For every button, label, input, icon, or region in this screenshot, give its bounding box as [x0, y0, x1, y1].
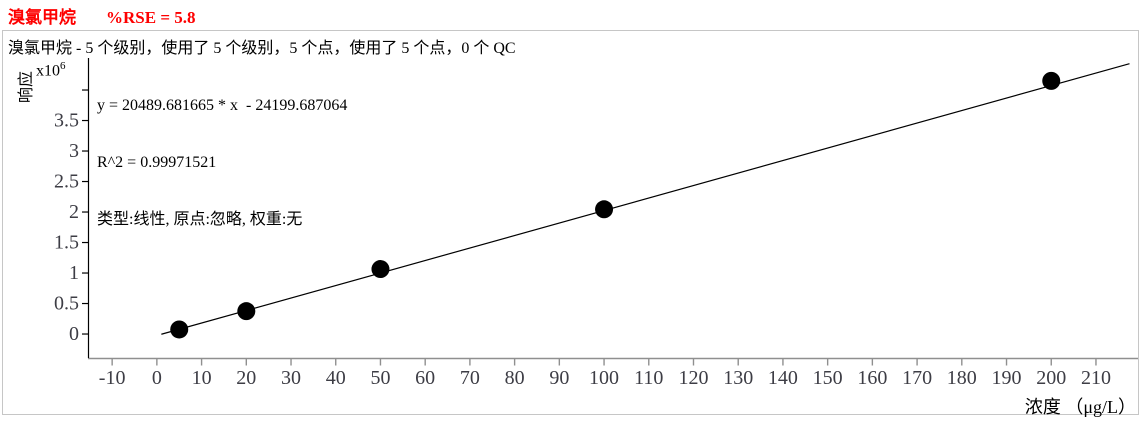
y-tick-label: 1	[69, 262, 79, 284]
x-tick-label: 30	[281, 367, 301, 389]
chart-frame	[2, 30, 1139, 415]
data-point[interactable]	[170, 320, 189, 339]
x-tick-label: 120	[678, 367, 708, 389]
fit-r-squared: R^2 = 0.99971521	[97, 154, 217, 171]
x-tick-label: 110	[634, 367, 663, 389]
x-tick-label: 200	[1036, 367, 1066, 389]
x-tick-label: 10	[192, 367, 212, 389]
x-tick-label: 210	[1081, 367, 1111, 389]
fit-equation-block: y = 20489.681665 * x - 24199.687064 R^2 …	[97, 58, 347, 267]
x-tick-label: 20	[236, 367, 256, 389]
x-tick-label: 190	[992, 367, 1022, 389]
data-point[interactable]	[1042, 71, 1061, 90]
y-tick-label: 3	[69, 140, 79, 162]
x-tick-label: 40	[326, 367, 346, 389]
x-tick-label: 150	[813, 367, 843, 389]
data-point[interactable]	[237, 302, 256, 321]
x-tick-label: 90	[549, 367, 569, 389]
x-tick-label: 130	[723, 367, 753, 389]
x-tick-label: 80	[505, 367, 525, 389]
y-tick-label: 2.5	[54, 171, 79, 193]
x-tick-label: 60	[415, 367, 435, 389]
x-tick-label: 70	[460, 367, 480, 389]
regression-line	[161, 63, 1130, 335]
y-tick-label: 0.5	[54, 293, 79, 315]
y-axis-scale-factor: x106	[36, 60, 66, 80]
compound-title: 溴氯甲烷 %RSE = 5.8	[8, 3, 196, 28]
data-point[interactable]	[595, 200, 614, 219]
y-tick-label: 3.5	[54, 110, 79, 132]
x-tick-label: 140	[768, 367, 798, 389]
fit-equation: y = 20489.681665 * x - 24199.687064	[97, 97, 348, 114]
x-tick-label: -10	[99, 367, 126, 389]
y-tick-label: 0	[69, 323, 79, 345]
x-axis-title: 浓度 （μg/L）	[1024, 397, 1136, 417]
x-tick-label: 170	[902, 367, 932, 389]
x-tick-label: 160	[857, 367, 887, 389]
x-tick-label: 180	[947, 367, 977, 389]
x-tick-label: 100	[589, 367, 619, 389]
curve-summary: 溴氯甲烷 - 5 个级别，使用了 5 个级别，5 个点，使用了 5 个点，0 个…	[8, 40, 516, 57]
fit-settings: 类型:线性, 原点:忽略, 权重:无	[97, 211, 303, 228]
analyte-name: 溴氯甲烷	[8, 8, 76, 27]
x-tick-label: 0	[152, 367, 162, 389]
x-tick-label: 50	[370, 367, 390, 389]
rse-value: %RSE = 5.8	[106, 8, 196, 27]
y-tick-label: 1.5	[54, 232, 79, 254]
data-point[interactable]	[371, 260, 390, 279]
y-tick-label: 2	[69, 201, 79, 223]
